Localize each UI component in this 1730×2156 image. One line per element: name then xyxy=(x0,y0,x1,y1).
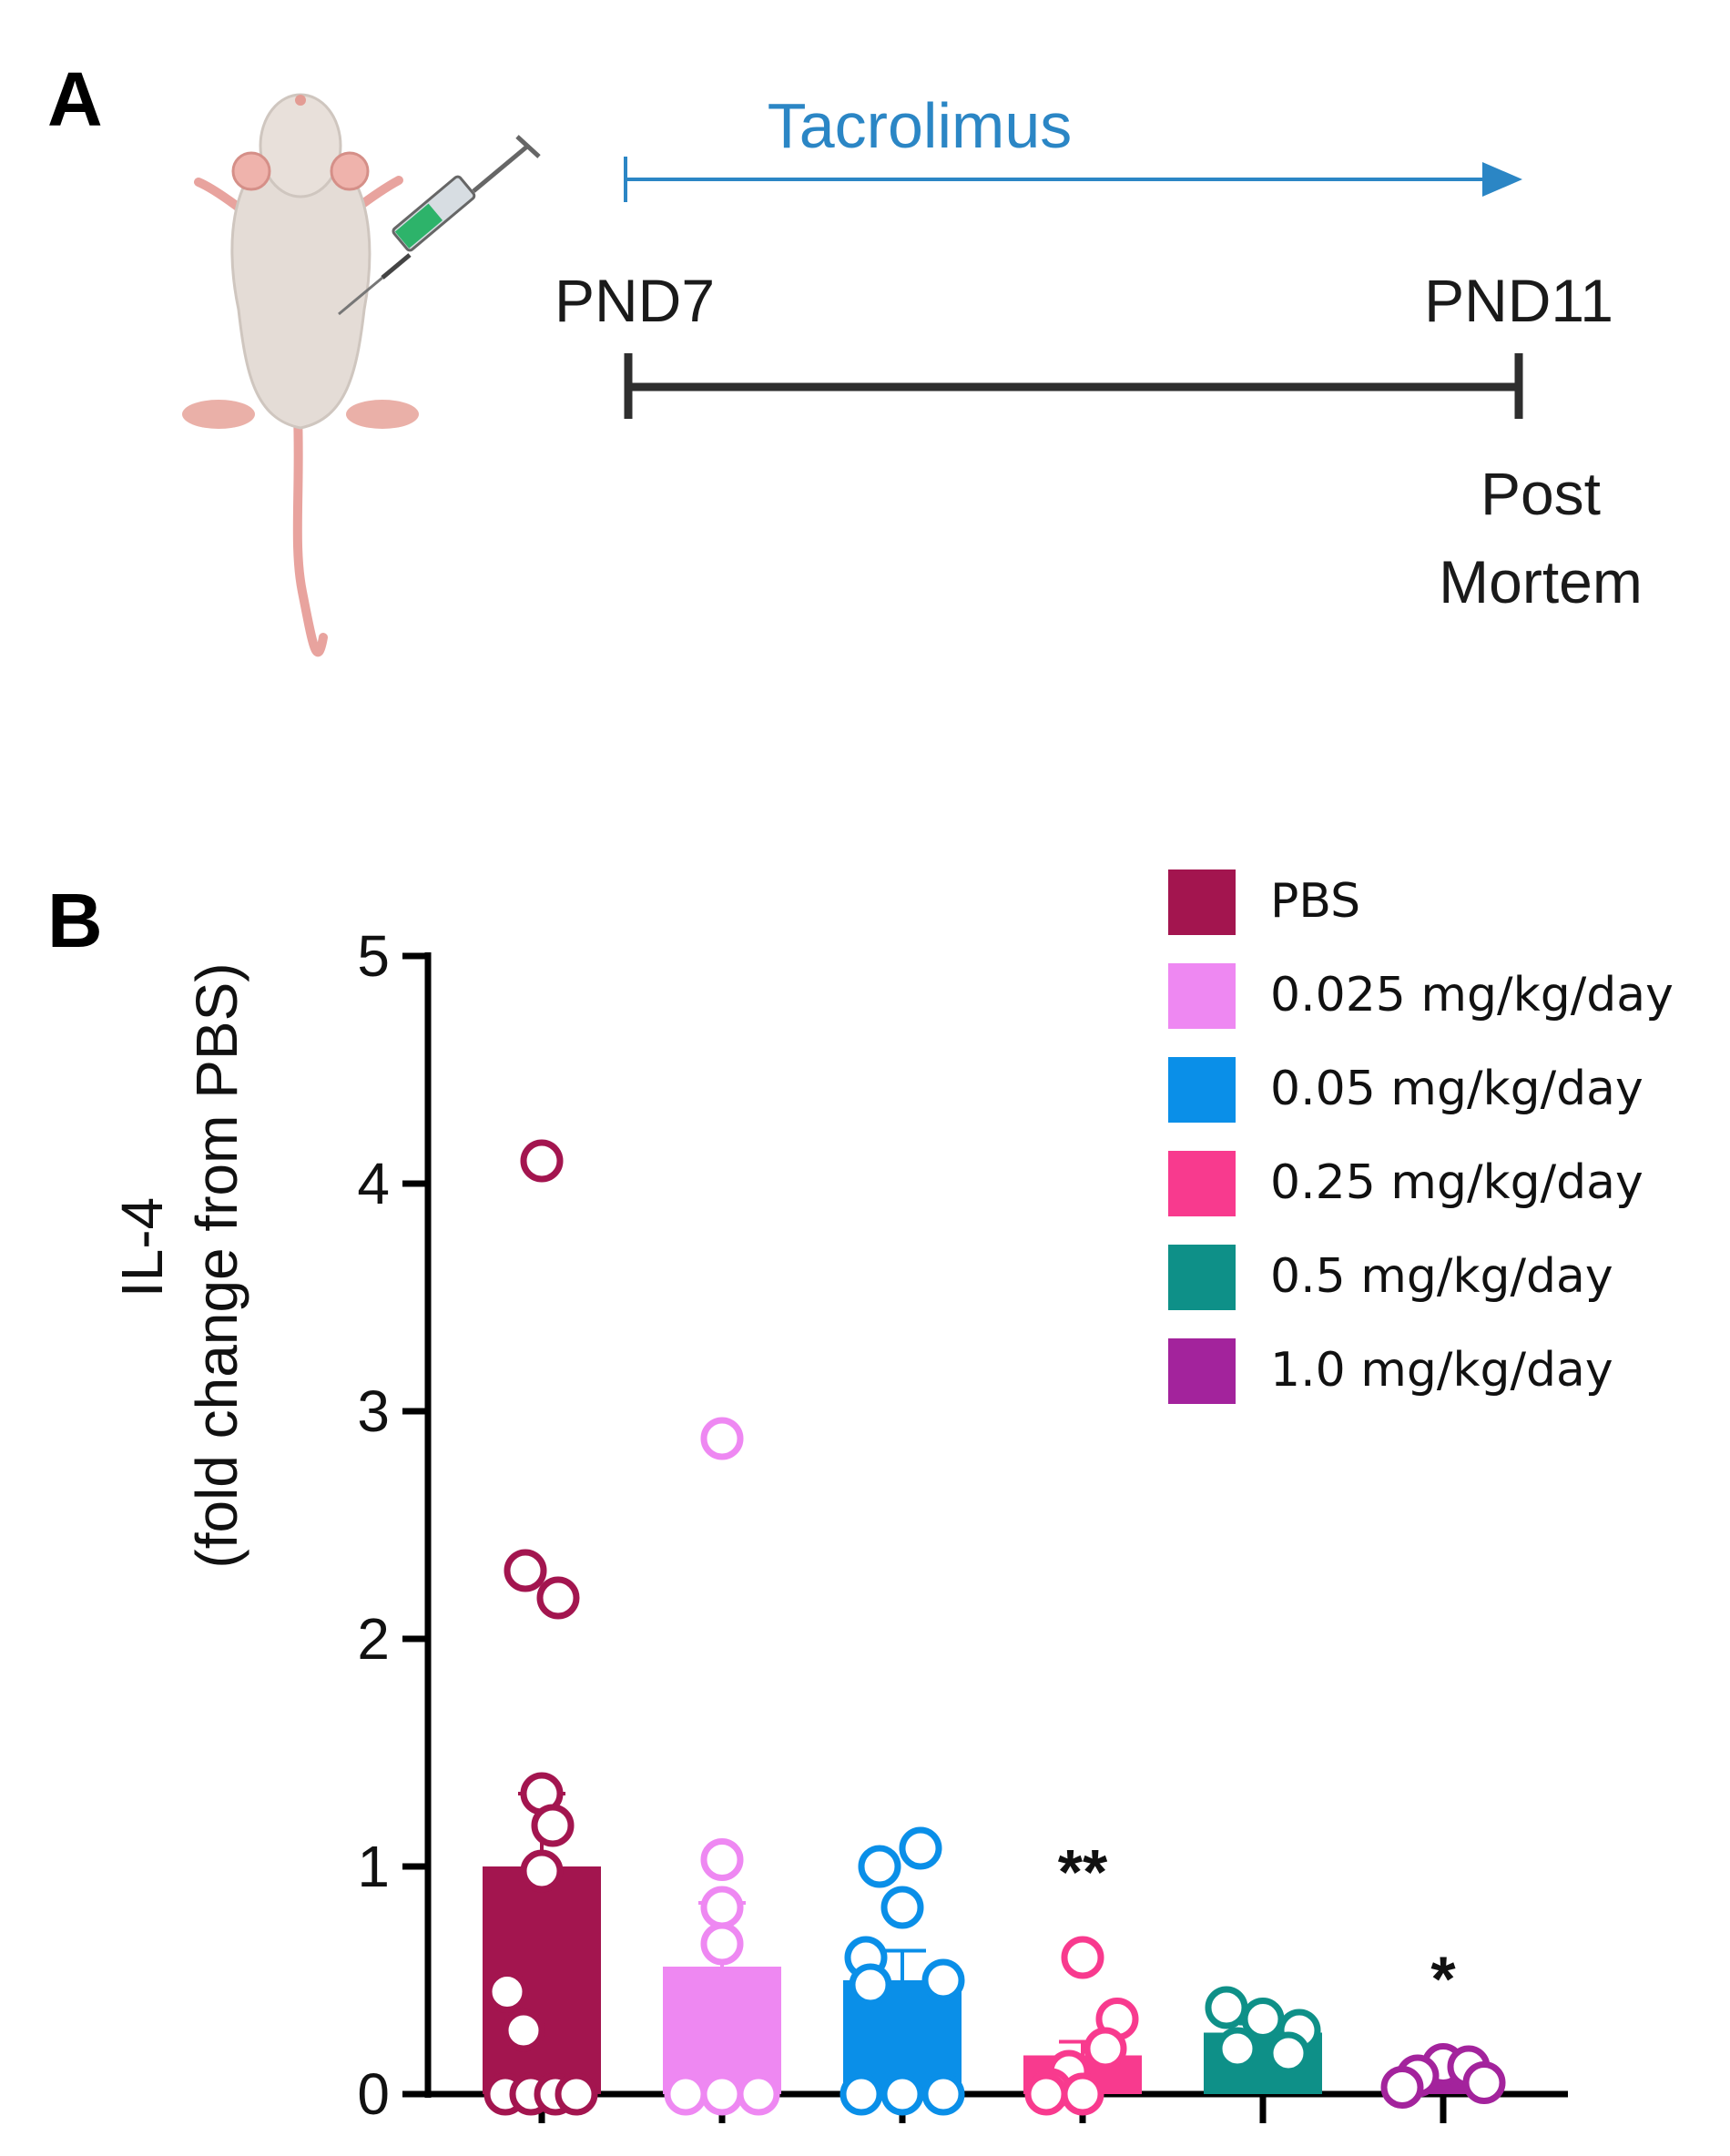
data-point xyxy=(520,1139,564,1183)
syringe-icon xyxy=(338,135,541,316)
data-point xyxy=(1024,2072,1068,2116)
legend-label: 0.5 mg/kg/day xyxy=(1270,1249,1613,1304)
legend-swatch xyxy=(1168,1151,1236,1216)
data-point xyxy=(700,1417,744,1460)
data-point xyxy=(1241,1998,1285,2040)
treatment-arrow xyxy=(624,157,1522,202)
data-point xyxy=(1267,2031,1310,2075)
data-point xyxy=(531,1804,575,1847)
data-point xyxy=(520,1849,564,1893)
legend-swatch xyxy=(1168,870,1236,935)
data-point xyxy=(485,1970,529,2013)
data-point xyxy=(1216,2027,1259,2070)
legend-label: 0.05 mg/kg/day xyxy=(1270,1062,1644,1116)
panel-b: B IL-4 (fold change from PBS) 012345*** … xyxy=(47,870,1674,2127)
data-point xyxy=(1380,2066,1424,2109)
data-point xyxy=(536,1576,580,1620)
legend-swatch xyxy=(1168,1057,1236,1123)
y-tick-label: 4 xyxy=(357,1151,390,1216)
legend-swatch xyxy=(1168,1245,1236,1310)
data-point xyxy=(555,2072,598,2116)
significance-label: * xyxy=(1430,1944,1456,2015)
data-point xyxy=(700,2072,744,2116)
data-point xyxy=(921,2072,965,2116)
start-label: PND7 xyxy=(555,267,715,334)
legend-swatch xyxy=(1168,963,1236,1029)
legend-label: 0.025 mg/kg/day xyxy=(1270,968,1674,1022)
data-point xyxy=(1061,1936,1104,1979)
post-label: Post xyxy=(1481,460,1601,527)
data-point xyxy=(849,1963,892,2007)
panel-a: A xyxy=(47,56,1643,657)
y-axis-title-line1: IL-4 xyxy=(109,1197,175,1297)
timeline-bar xyxy=(624,353,1523,419)
legend: PBS 0.025 mg/kg/day 0.05 mg/kg/day 0.25 mg/… xyxy=(1168,870,1674,1404)
y-tick-label: 5 xyxy=(357,923,390,989)
legend-label: PBS xyxy=(1270,874,1360,929)
y-tick-label: 2 xyxy=(357,1606,390,1672)
data-point xyxy=(858,1845,901,1888)
panel-a-letter: A xyxy=(47,56,103,142)
data-point xyxy=(880,1886,924,1929)
data-point xyxy=(880,2072,924,2116)
legend-swatch xyxy=(1168,1338,1236,1404)
data-point xyxy=(700,1886,744,1929)
data-point xyxy=(1462,2061,1506,2104)
data-point xyxy=(502,2009,545,2052)
data-point xyxy=(899,1826,942,1870)
end-label: PND11 xyxy=(1424,267,1613,334)
mortem-label: Mortem xyxy=(1439,548,1643,615)
y-tick-label: 3 xyxy=(357,1378,390,1444)
data-point xyxy=(700,1838,744,1881)
y-axis-title-line2: (fold change from PBS) xyxy=(184,962,249,1568)
data-point xyxy=(840,2072,883,2116)
data-point xyxy=(504,1549,547,1592)
significance-label: ** xyxy=(1058,1836,1108,1907)
y-tick-label: 1 xyxy=(357,1834,390,1899)
drug-label: Tacrolimus xyxy=(768,90,1073,161)
data-point xyxy=(1205,1986,1248,2029)
data-point xyxy=(921,1958,965,2002)
y-tick-label: 0 xyxy=(357,2061,390,2127)
panel-b-letter: B xyxy=(47,878,103,963)
legend-label: 1.0 mg/kg/day xyxy=(1270,1343,1613,1398)
mouse-illustration xyxy=(182,93,419,657)
data-point xyxy=(737,2072,780,2116)
legend-label: 0.25 mg/kg/day xyxy=(1270,1155,1644,1210)
data-point xyxy=(1061,2072,1104,2116)
data-point xyxy=(700,1922,744,1966)
data-point xyxy=(1084,2027,1127,2070)
data-point xyxy=(664,2072,707,2116)
